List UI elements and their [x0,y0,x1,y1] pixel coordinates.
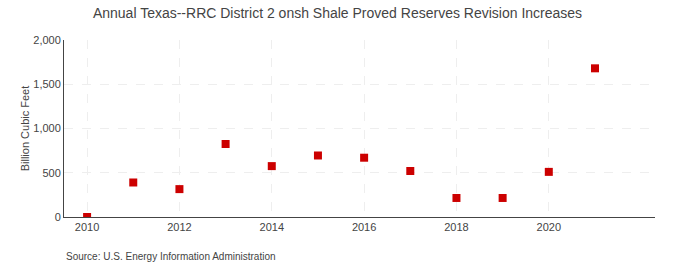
svg-text:2014: 2014 [260,221,284,233]
svg-text:1,000: 1,000 [33,122,61,134]
svg-text:2012: 2012 [167,221,191,233]
svg-text:Billion Cubic Feet: Billion Cubic Feet [19,86,31,172]
svg-text:2010: 2010 [75,221,99,233]
svg-text:500: 500 [42,167,60,179]
svg-text:2016: 2016 [352,221,376,233]
svg-text:Annual Texas--RRC District 2 o: Annual Texas--RRC District 2 onsh Shale … [93,5,582,21]
svg-text:2,000: 2,000 [33,34,61,46]
svg-text:Source: U.S. Energy Informatio: Source: U.S. Energy Information Administ… [66,251,276,262]
svg-text:2018: 2018 [444,221,468,233]
svg-text:1,500: 1,500 [33,78,61,90]
svg-text:2020: 2020 [537,221,561,233]
svg-text:0: 0 [55,211,61,223]
